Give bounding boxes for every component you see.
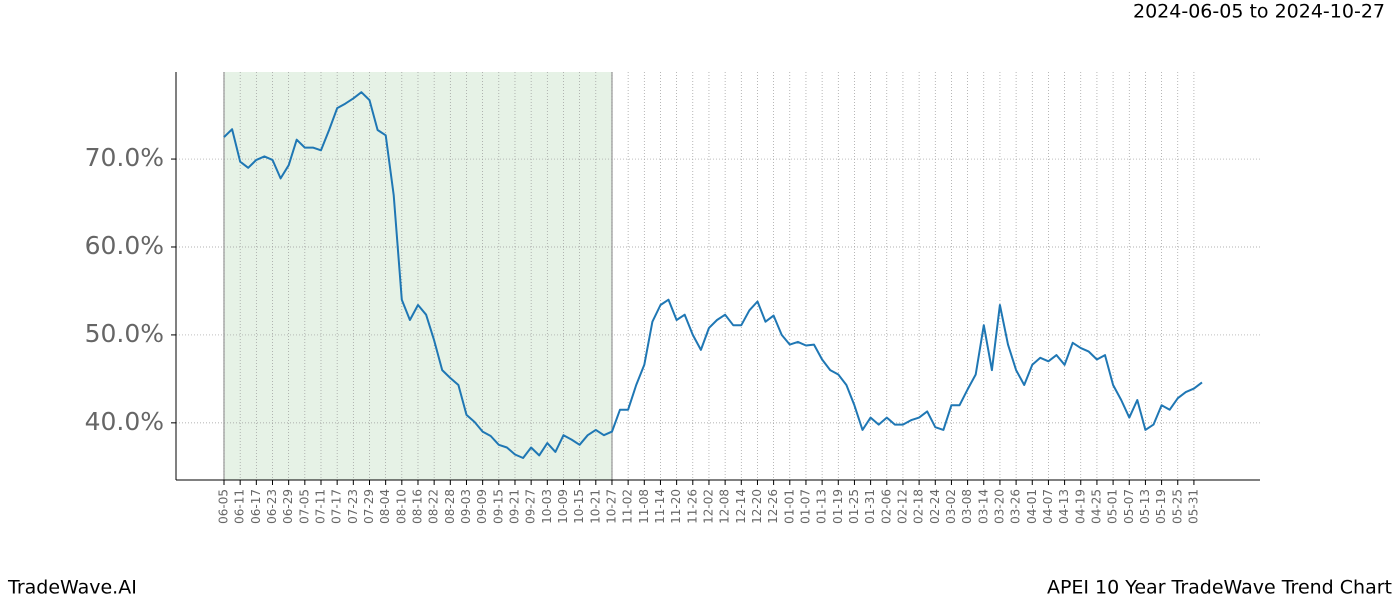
x-tick-label: 09-15 [491,489,505,524]
x-tick-label: 01-25 [847,489,861,524]
date-range: 2024-06-05 to 2024-10-27 [1133,1,1385,23]
x-tick-label: 06-29 [281,489,295,524]
x-tick-label: 11-02 [621,489,635,524]
x-tick-label: 04-25 [1089,489,1103,524]
x-tick-label: 01-01 [782,489,796,524]
x-tick-label: 01-13 [815,489,829,524]
x-tick-label: 01-31 [863,489,877,524]
x-tick-label: 04-19 [1073,489,1087,524]
y-tick-label: 50.0% [85,319,164,348]
x-tick-label: 10-09 [556,489,570,524]
x-tick-label: 10-03 [540,489,554,524]
x-tick-label: 09-21 [507,489,521,524]
x-tick-label: 03-26 [1009,489,1023,524]
x-tick-label: 12-20 [750,489,764,524]
y-tick-label: 40.0% [85,407,164,436]
x-tick-label: 09-27 [524,489,538,524]
x-tick-label: 04-01 [1025,489,1039,524]
x-tick-label: 05-07 [1122,489,1136,524]
x-tick-label: 08-28 [443,489,457,524]
x-tick-label: 05-19 [1154,489,1168,524]
x-tick-label: 02-06 [879,489,893,524]
x-tick-label: 05-13 [1138,489,1152,524]
x-tick-label: 12-02 [701,489,715,524]
x-tick-label: 07-29 [362,489,376,524]
x-tick-label: 10-15 [572,489,586,524]
x-tick-label: 10-21 [588,489,602,524]
x-tick-label: 04-13 [1057,489,1071,524]
x-tick-label: 02-12 [895,489,909,524]
trend-line [223,91,1203,459]
x-tick-label: 07-17 [330,489,344,524]
x-tick-label: 12-26 [766,489,780,524]
x-tick-label: 03-02 [944,489,958,524]
brand: TradeWave.AI [7,577,137,599]
y-tick-label: 70.0% [85,143,164,172]
x-tick-label: 08-16 [410,489,424,524]
x-tick-label: 06-23 [265,489,279,524]
x-tick-label: 11-20 [669,489,683,524]
x-tick-label: 02-24 [928,489,942,524]
x-tick-label: 08-22 [427,489,441,524]
y-tick-label: 60.0% [85,231,164,260]
x-tick-label: 12-08 [718,489,732,524]
x-tick-label: 10-27 [604,489,618,524]
x-tick-label: 07-05 [297,489,311,524]
x-tick-label: 08-04 [378,489,392,524]
x-tick-label: 07-11 [313,489,327,524]
x-tick-label: 06-17 [249,489,263,524]
x-tick-label: 08-10 [394,489,408,524]
x-tick-label: 11-14 [653,489,667,524]
x-tick-label: 07-23 [346,489,360,524]
x-tick-label: 04-07 [1041,489,1055,524]
x-tick-label: 09-09 [475,489,489,524]
x-tick-label: 09-03 [459,489,473,524]
x-tick-label: 05-25 [1170,489,1184,524]
x-tick-label: 01-19 [831,489,845,524]
x-tick-label: 03-20 [992,489,1006,524]
x-tick-label: 01-07 [798,489,812,524]
x-tick-label: 05-01 [1106,489,1120,524]
x-tick-label: 03-08 [960,489,974,524]
x-tick-label: 06-05 [217,489,231,524]
x-tick-label: 11-08 [637,489,651,524]
x-tick-label: 06-11 [233,489,247,524]
x-tick-label: 03-14 [976,489,990,524]
x-tick-label: 11-26 [685,489,699,524]
x-tick-label: 05-31 [1186,489,1200,524]
x-tick-label: 02-18 [912,489,926,524]
x-tick-label: 12-14 [734,489,748,524]
caption: APEI 10 Year TradeWave Trend Chart [1047,577,1392,599]
